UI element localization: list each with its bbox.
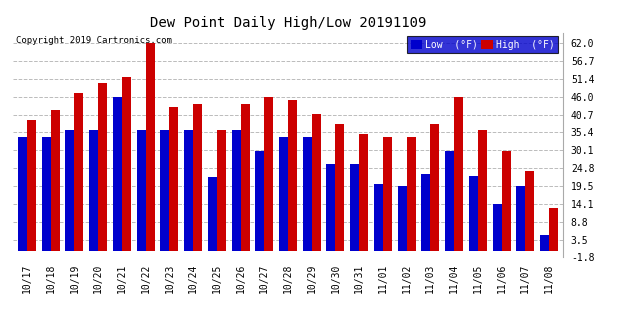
Bar <box>51 110 60 251</box>
Bar <box>525 171 534 251</box>
Bar <box>421 174 430 251</box>
Bar <box>493 204 502 251</box>
Bar <box>303 137 312 251</box>
Bar <box>255 150 264 251</box>
Bar <box>65 130 74 251</box>
Bar <box>478 130 487 251</box>
Bar <box>502 150 511 251</box>
Bar <box>42 137 51 251</box>
Bar <box>241 104 250 251</box>
Bar <box>350 164 359 251</box>
Bar <box>98 83 108 251</box>
Bar <box>326 164 335 251</box>
Bar <box>397 186 406 251</box>
Bar <box>335 124 344 251</box>
Bar <box>184 130 193 251</box>
Bar <box>454 97 463 251</box>
Bar <box>170 107 179 251</box>
Bar <box>146 43 155 251</box>
Bar <box>122 77 131 251</box>
Text: Copyright 2019 Cartronics.com: Copyright 2019 Cartronics.com <box>15 36 172 45</box>
Bar <box>89 130 98 251</box>
Bar <box>549 208 558 251</box>
Bar <box>193 104 202 251</box>
Bar <box>374 184 383 251</box>
Legend: Low  (°F), High  (°F): Low (°F), High (°F) <box>407 36 558 53</box>
Bar <box>516 186 525 251</box>
Bar <box>18 137 27 251</box>
Bar <box>279 137 288 251</box>
Bar <box>445 150 454 251</box>
Bar <box>264 97 273 251</box>
Bar <box>288 100 297 251</box>
Bar <box>406 137 415 251</box>
Bar <box>27 120 36 251</box>
Bar <box>359 134 368 251</box>
Bar <box>161 130 170 251</box>
Bar <box>468 176 478 251</box>
Bar <box>540 235 549 251</box>
Bar <box>113 97 122 251</box>
Bar <box>232 130 241 251</box>
Bar <box>383 137 392 251</box>
Bar <box>217 130 226 251</box>
Bar <box>430 124 440 251</box>
Bar <box>312 114 321 251</box>
Title: Dew Point Daily High/Low 20191109: Dew Point Daily High/Low 20191109 <box>150 16 426 30</box>
Bar <box>137 130 146 251</box>
Bar <box>208 178 217 251</box>
Bar <box>74 93 83 251</box>
